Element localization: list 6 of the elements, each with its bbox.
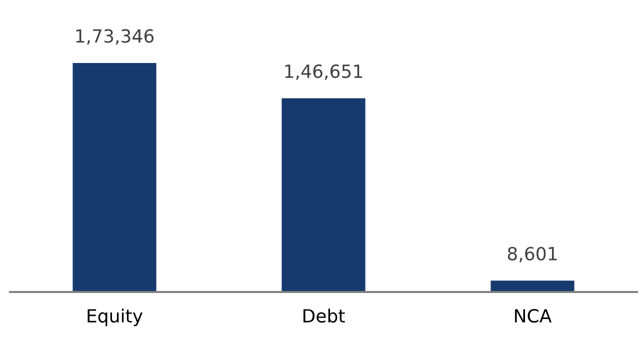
x-tick-label: Equity — [88, 308, 143, 326]
data-label: 1,46,651 — [285, 64, 362, 80]
x-tick-label: NCA — [515, 308, 552, 323]
data-label: 8,601 — [508, 246, 557, 262]
x-tick-label: Debt — [303, 308, 345, 323]
data-label: 1,73,346 — [76, 29, 154, 45]
